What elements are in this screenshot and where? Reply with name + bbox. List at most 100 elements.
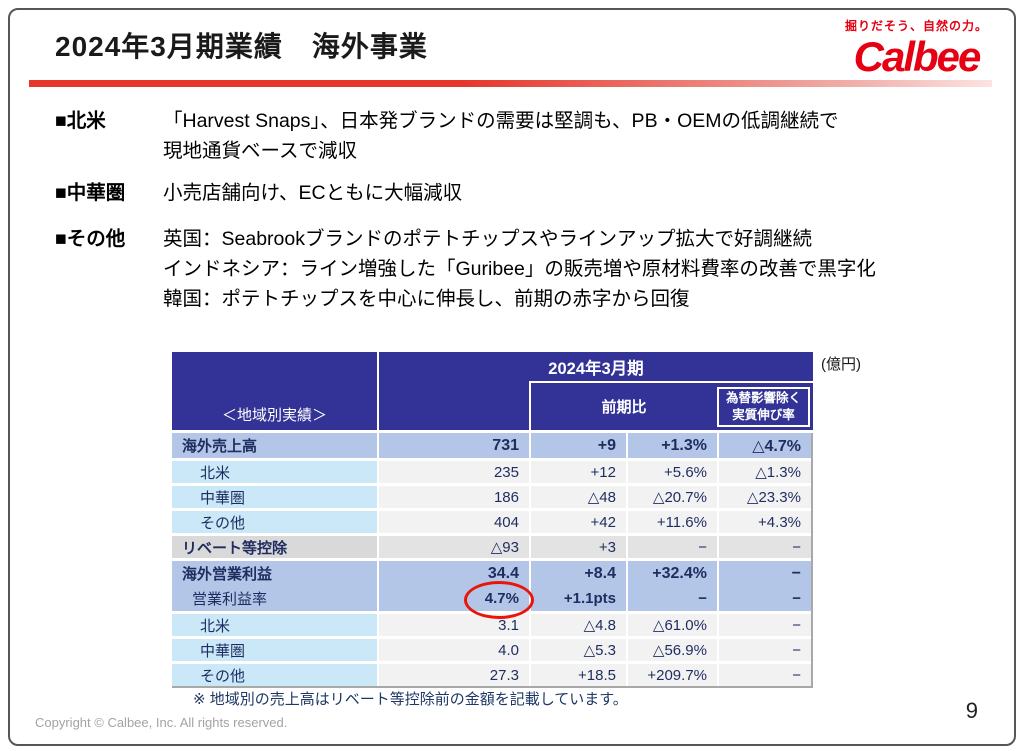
row-label: 海外売上高	[172, 433, 377, 458]
table-cell: △23.3%	[717, 486, 811, 508]
table-cell: +42	[529, 511, 626, 533]
table-cell: 34.4	[377, 561, 529, 586]
logo-tagline: 掘りだそう、自然の力。	[844, 19, 988, 33]
table-cell: 27.3	[377, 664, 529, 686]
table-cell: −	[717, 614, 811, 636]
title-divider-rule	[29, 80, 992, 87]
table-cell: −	[626, 586, 717, 611]
table-cell: −	[717, 561, 811, 586]
table-cell: 404	[377, 511, 529, 533]
table-cell: △1.3%	[717, 461, 811, 483]
row-label: リベート等控除	[172, 536, 377, 558]
row-label: 北米	[172, 461, 377, 483]
bullet-text: 英国：Seabrookブランドのポテトチップスやラインアップ拡大で好調継続 イン…	[163, 224, 876, 314]
table-row-operating-margin: 営業利益率 4.7% +1.1pts − −	[172, 586, 811, 611]
table-cell: △4.8	[529, 614, 626, 636]
value-column-header-spacer	[379, 381, 529, 430]
table-cell: +12	[529, 461, 626, 483]
table-row-overseas-operating-profit: 海外営業利益 34.4 +8.4 +32.4% −	[172, 561, 811, 586]
table-cell: △61.0%	[626, 614, 717, 636]
yoy-header: 前期比	[601, 399, 647, 416]
unit-label: (億円)	[821, 356, 861, 373]
page-number: 9	[965, 698, 978, 723]
table-row-others-profit: その他 27.3 +18.5 +209.7% −	[172, 664, 811, 686]
calbee-logo: 掘りだそう、自然の力。 Calbee	[845, 17, 988, 79]
bullet-label: ■その他	[55, 228, 126, 250]
row-label: 中華圏	[172, 639, 377, 661]
table-corner-header: ＜地域別実績＞	[172, 352, 377, 430]
table-header-right: 2024年3月期 前期比 為替影響除く 実質伸び率	[377, 352, 813, 430]
table-row-north-america-sales: 北米 235 +12 +5.6% △1.3%	[172, 461, 811, 483]
calbee-logo-wordmark: Calbee	[853, 33, 982, 80]
bullet-text: 「Harvest Snaps」、日本発ブランドの需要は堅調も、PB・OEMの低調…	[163, 106, 839, 166]
table-footnote: ※ 地域別の売上高はリベート等控除前の金額を記載しています。	[193, 691, 628, 708]
bullet-line: 英国：Seabrookブランドのポテトチップスやラインアップ拡大で好調継続	[163, 228, 812, 250]
table-row-greater-china-profit: 中華圏 4.0 △5.3 △56.9% −	[172, 639, 811, 661]
summary-bullets: ■北米 「Harvest Snaps」、日本発ブランドの需要は堅調も、PB・OE…	[55, 106, 990, 314]
table-row-others-sales: その他 404 +42 +11.6% +4.3%	[172, 511, 811, 533]
table-cell: +4.3%	[717, 511, 811, 533]
table-subheader-row: 前期比 為替影響除く 実質伸び率	[379, 381, 813, 430]
forex-header-line: 為替影響除く	[725, 391, 801, 406]
bullet-line: 現地通貨ベースで減収	[163, 140, 358, 162]
bullet-others: ■その他 英国：Seabrookブランドのポテトチップスやラインアップ拡大で好調…	[55, 224, 990, 314]
table-cell: +32.4%	[626, 561, 717, 586]
row-label: 中華圏	[172, 486, 377, 508]
bullet-greater-china: ■中華圏 小売店舗向け、ECともに大幅減収	[55, 178, 990, 208]
table-cell: −	[717, 664, 811, 686]
table-cell: 186	[377, 486, 529, 508]
row-label: その他	[172, 664, 377, 686]
period-header: 2024年3月期	[548, 359, 644, 378]
bullet-line: 「Harvest Snaps」、日本発ブランドの需要は堅調も、PB・OEMの低調…	[163, 110, 839, 132]
copyright-notice: Copyright © Calbee, Inc. All rights rese…	[35, 715, 288, 730]
table-cell: 731	[377, 433, 529, 458]
bullet-line: 韓国：ポテトチップスを中心に伸長し、前期の赤字から回復	[163, 288, 690, 310]
table-row-greater-china-sales: 中華圏 186 △48 △20.7% △23.3%	[172, 486, 811, 508]
bullet-text: 小売店舗向け、ECともに大幅減収	[163, 178, 462, 208]
row-label: 海外営業利益	[172, 561, 377, 586]
table-cell: △56.9%	[626, 639, 717, 661]
table-cell: 3.1	[377, 614, 529, 636]
table-cell: △5.3	[529, 639, 626, 661]
table-row-overseas-sales: 海外売上高 731 +9 +1.3% △4.7%	[172, 433, 811, 458]
table-cell: +18.5	[529, 664, 626, 686]
bullet-line: 小売店舗向け、ECともに大幅減収	[163, 182, 463, 204]
bullet-line: インドネシア：ライン増強した「Guribee」の販売増や原材料費率の改善で黒字化	[163, 258, 876, 280]
table-cell: −	[717, 536, 811, 558]
subheader-group: 前期比 為替影響除く 実質伸び率	[529, 381, 813, 430]
table-cell: △20.7%	[626, 486, 717, 508]
table-cell: −	[626, 536, 717, 558]
table-cell: +8.4	[529, 561, 626, 586]
table-cell: +5.6%	[626, 461, 717, 483]
bullet-north-america: ■北米 「Harvest Snaps」、日本発ブランドの需要は堅調も、PB・OE…	[55, 106, 990, 166]
row-label: その他	[172, 511, 377, 533]
table-cell: +1.3%	[626, 433, 717, 458]
table-cell: +9	[529, 433, 626, 458]
row-label: 営業利益率	[172, 586, 377, 611]
results-table: ＜地域別実績＞ 2024年3月期 前期比 為替影響除く 実質伸び率	[172, 352, 813, 688]
table-cell: −	[717, 586, 811, 611]
table-cell: +209.7%	[626, 664, 717, 686]
table-cell: 4.0	[377, 639, 529, 661]
table-row-north-america-profit: 北米 3.1 △4.8 △61.0% −	[172, 614, 811, 636]
table-cell: +3	[529, 536, 626, 558]
table-cell: −	[717, 639, 811, 661]
table-cell: △93	[377, 536, 529, 558]
table-header: ＜地域別実績＞ 2024年3月期 前期比 為替影響除く 実質伸び率	[172, 352, 813, 430]
table-cell: △4.7%	[717, 433, 811, 458]
corner-label: ＜地域別実績＞	[221, 407, 327, 424]
forex-header-line: 実質伸び率	[732, 408, 795, 422]
table-cell-highlighted: 4.7%	[377, 586, 529, 611]
bullet-label: ■中華圏	[55, 182, 126, 204]
table-body: 海外売上高 731 +9 +1.3% △4.7% 北米 235 +12 +5.6…	[172, 433, 813, 688]
table-cell: 235	[377, 461, 529, 483]
table-cell: △48	[529, 486, 626, 508]
table-cell: +11.6%	[626, 511, 717, 533]
forex-adjusted-header: 為替影響除く 実質伸び率	[717, 387, 810, 427]
row-label: 北米	[172, 614, 377, 636]
table-cell: +1.1pts	[529, 586, 626, 611]
table-row-rebate-deduction: リベート等控除 △93 +3 − −	[172, 536, 811, 558]
bullet-label: ■北米	[55, 110, 106, 132]
page-title: 2024年3月期業績 海外事業	[55, 31, 428, 62]
